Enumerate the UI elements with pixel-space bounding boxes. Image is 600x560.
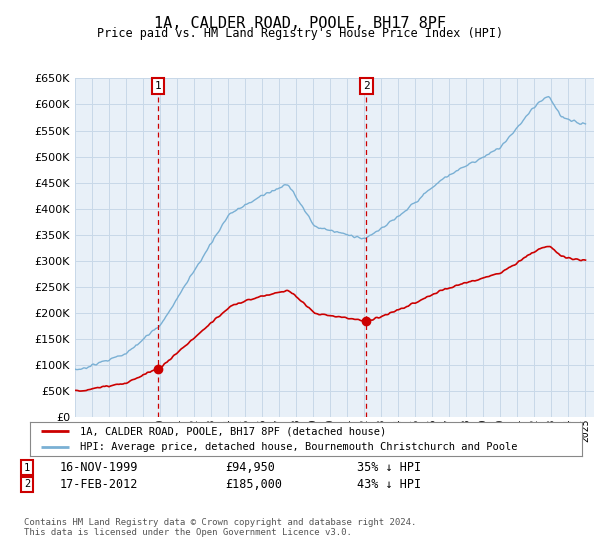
Text: 2: 2 <box>363 81 370 91</box>
Text: 16-NOV-1999: 16-NOV-1999 <box>60 461 139 474</box>
Text: £185,000: £185,000 <box>225 478 282 491</box>
Text: 35% ↓ HPI: 35% ↓ HPI <box>357 461 421 474</box>
Text: 1: 1 <box>24 463 30 473</box>
Text: HPI: Average price, detached house, Bournemouth Christchurch and Poole: HPI: Average price, detached house, Bour… <box>80 442 517 452</box>
Text: 1: 1 <box>155 81 161 91</box>
Text: Price paid vs. HM Land Registry's House Price Index (HPI): Price paid vs. HM Land Registry's House … <box>97 27 503 40</box>
Text: 2: 2 <box>24 479 30 489</box>
Text: 1A, CALDER ROAD, POOLE, BH17 8PF (detached house): 1A, CALDER ROAD, POOLE, BH17 8PF (detach… <box>80 426 386 436</box>
Text: £94,950: £94,950 <box>225 461 275 474</box>
Text: 1A, CALDER ROAD, POOLE, BH17 8PF: 1A, CALDER ROAD, POOLE, BH17 8PF <box>154 16 446 31</box>
Text: Contains HM Land Registry data © Crown copyright and database right 2024.
This d: Contains HM Land Registry data © Crown c… <box>24 518 416 538</box>
Text: 17-FEB-2012: 17-FEB-2012 <box>60 478 139 491</box>
Text: 43% ↓ HPI: 43% ↓ HPI <box>357 478 421 491</box>
